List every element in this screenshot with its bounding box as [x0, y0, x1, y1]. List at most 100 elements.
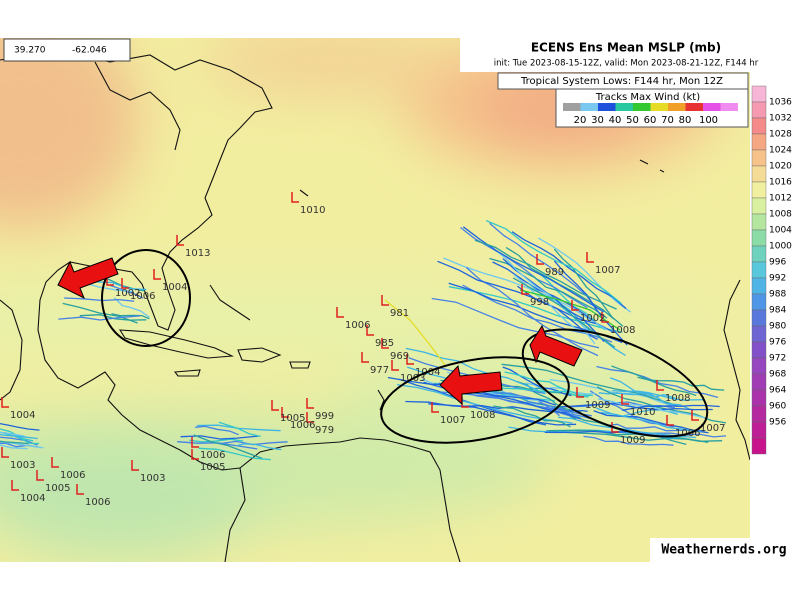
- arrows: [57, 257, 583, 406]
- pressure-label: 1007: [440, 415, 465, 426]
- low-marker: [431, 402, 439, 413]
- low-marker: [576, 387, 584, 398]
- track: [448, 286, 623, 333]
- track: [511, 231, 627, 309]
- track: [0, 444, 28, 450]
- title: ECENS Ens Mean MSLP (mb): [531, 41, 721, 55]
- wind-swatch: [633, 103, 651, 111]
- pressure-label: 1009: [620, 435, 645, 446]
- subtitle: init: Tue 2023-08-15-12Z, valid: Mon 202…: [494, 59, 759, 69]
- pressure-label: 1006: [345, 320, 370, 331]
- pressure-label: 1006: [290, 420, 315, 431]
- track: [111, 313, 150, 320]
- low-marker: [176, 235, 184, 246]
- pressure-label: 1005: [45, 483, 70, 494]
- wind-label: 30: [591, 115, 604, 126]
- wind-swatch: [563, 103, 581, 111]
- wind-swatch: [668, 103, 686, 111]
- track: [0, 440, 29, 445]
- track: [0, 433, 38, 440]
- pressure-label: 1008: [610, 325, 635, 336]
- track: [465, 266, 599, 357]
- track: [218, 421, 261, 438]
- wind-label: 20: [574, 115, 587, 126]
- low-marker: [191, 437, 199, 448]
- colorbar-cell: [751, 85, 767, 103]
- track: [553, 260, 628, 346]
- low-marker: [76, 484, 84, 495]
- pressure-label: 989: [545, 267, 564, 278]
- track: [0, 431, 25, 437]
- colorbar-label: 968: [769, 370, 786, 380]
- colorbar-label: 1036: [769, 98, 792, 108]
- track: [0, 428, 34, 442]
- colorbar-cell: [751, 261, 767, 279]
- pressure-label: 1010: [630, 407, 655, 418]
- pressure-label: 977: [370, 365, 389, 376]
- track: [493, 405, 571, 428]
- credit: Weathernerds.org: [661, 543, 786, 558]
- colorbar-label: 984: [769, 306, 786, 316]
- pressure-label: 998: [530, 297, 549, 308]
- low-marker: [121, 278, 129, 289]
- track: [79, 314, 147, 321]
- colorbar-label: 960: [769, 402, 786, 412]
- low-marker: [691, 410, 699, 421]
- low-marker: [381, 295, 389, 306]
- low-marker: [36, 470, 44, 481]
- wind-label: 80: [679, 115, 692, 126]
- coords-box: 39.270 -62.046: [3, 38, 131, 62]
- track: [110, 284, 144, 299]
- colorbar-cell: [751, 357, 767, 375]
- track: [593, 410, 709, 434]
- wind-swatch: [685, 103, 703, 111]
- header-box: ECENS Ens Mean MSLP (mb) init: Tue 2023-…: [460, 38, 800, 128]
- low-markers: [1, 192, 699, 495]
- coastlines: [0, 49, 750, 562]
- pressure-label: 1010: [300, 205, 325, 216]
- low-marker: [366, 325, 374, 336]
- low-marker: [536, 254, 544, 265]
- track: [611, 365, 697, 397]
- track: [519, 289, 621, 331]
- wind-swatch: [580, 103, 598, 111]
- colorbar-cell: [751, 197, 767, 215]
- colorbar-label: 976: [769, 338, 786, 348]
- track: [193, 434, 263, 460]
- track: [58, 315, 141, 321]
- wind-label: 60: [644, 115, 657, 126]
- low-marker: [586, 252, 594, 263]
- track: [637, 376, 725, 391]
- wind-swatch: [598, 103, 616, 111]
- pressure-label: 1006: [60, 470, 85, 481]
- colorbar-cell: [751, 101, 767, 119]
- colorbar-cell: [751, 437, 767, 455]
- colorbar-label: 1016: [769, 178, 792, 188]
- low-marker: [1, 397, 9, 408]
- pressure-label: 1003: [140, 473, 165, 484]
- latitude: 39.270: [14, 46, 46, 56]
- colorbar-cell: [751, 421, 767, 439]
- low-marker: [191, 449, 199, 460]
- colorbar-label: 1032: [769, 114, 792, 124]
- colorbar-cell: [751, 181, 767, 199]
- pressure-label: 1003: [10, 460, 35, 471]
- low-marker: [601, 312, 609, 323]
- pressure-label: 1002: [115, 288, 140, 299]
- track: [198, 447, 271, 461]
- wind-label: 70: [661, 115, 674, 126]
- low-marker: [51, 457, 59, 468]
- low-marker: [1, 447, 9, 458]
- pressure-label: 1007: [595, 265, 620, 276]
- low-marker: [153, 269, 161, 280]
- colorbar-cell: [751, 341, 767, 359]
- low-marker: [11, 480, 19, 491]
- wind-swatch: [703, 103, 721, 111]
- colorbar-label: 988: [769, 290, 786, 300]
- colorbar-label: 1012: [769, 194, 792, 204]
- wind-swatch: [720, 103, 738, 111]
- colorbar-label: 956: [769, 418, 786, 428]
- track: [583, 435, 674, 446]
- storm-tracks: [0, 220, 727, 461]
- track: [553, 248, 624, 327]
